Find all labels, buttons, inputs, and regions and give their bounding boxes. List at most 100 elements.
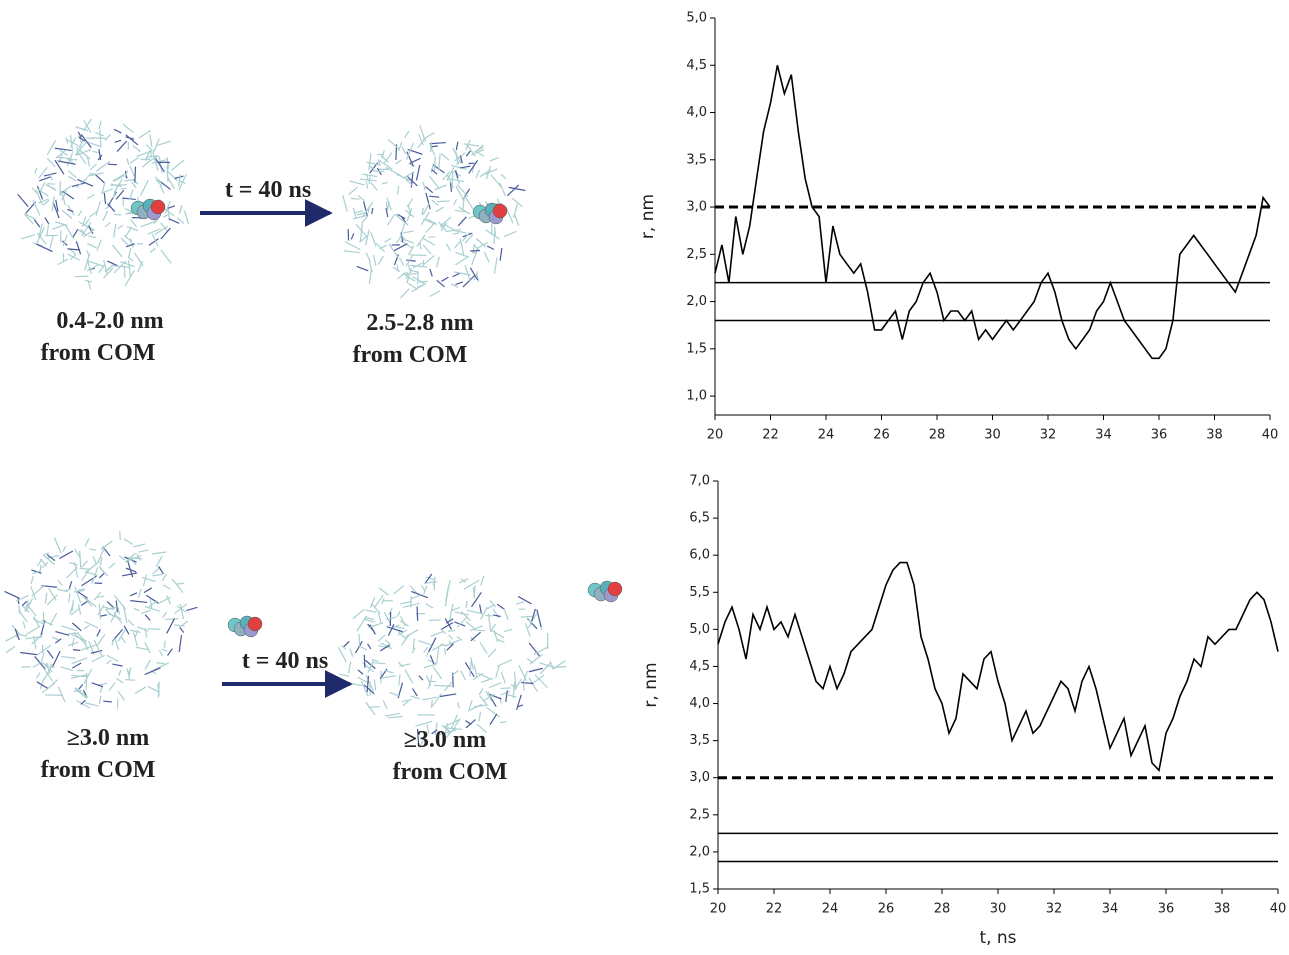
bond [22,667,31,668]
bond [180,627,184,632]
bond [153,663,169,670]
bond [19,610,28,622]
bond [339,674,349,676]
y-tick-label: 4,5 [689,659,710,674]
bond [385,713,400,716]
bond [114,129,121,133]
micelle [338,574,566,748]
bond [119,556,125,560]
bond [40,678,44,689]
x-tick-label: 22 [766,902,783,917]
bond [402,700,412,702]
bond [96,161,110,171]
bond [150,598,152,609]
bond [479,688,483,695]
bond [94,592,100,600]
bond [366,253,370,262]
bond [123,124,133,132]
bond [106,610,114,617]
bond [419,676,423,680]
bond [357,266,369,270]
bond [408,264,410,271]
bond [497,604,504,609]
bond [145,615,150,621]
bond [97,634,105,645]
y-tick-label: 2,5 [689,807,710,822]
bond [464,144,479,146]
y-tick-label: 1,0 [686,389,707,404]
bond [506,207,513,223]
bond [429,176,439,189]
bond [174,176,183,179]
bond [454,199,457,205]
bond [53,680,58,684]
bond [453,233,459,234]
y-axis-label: r, nm [641,662,661,707]
distance-label: from COM [393,759,508,785]
y-tick-label: 4,5 [686,58,707,73]
bond [156,556,162,567]
bond [474,630,485,631]
bond [107,655,118,661]
x-tick-label: 24 [822,902,839,917]
bond [357,616,367,631]
x-tick-label: 20 [710,902,727,917]
bond [82,561,88,567]
bond [421,585,425,592]
bond [458,217,466,226]
atom [151,200,165,214]
bond [524,684,525,690]
bond [65,589,71,591]
bond [366,618,374,620]
bond [426,604,434,608]
bond [410,595,420,599]
bond [519,665,527,680]
bond [464,580,479,589]
bond [140,180,148,196]
bond [439,154,440,171]
bond [92,151,99,152]
bond [432,694,441,707]
bond [355,211,363,213]
bond [441,154,449,160]
bond [32,634,44,644]
bond [358,195,364,200]
bond [412,689,417,696]
bond [480,170,491,177]
bond [406,260,415,261]
bond [87,243,96,248]
x-tick-label: 32 [1046,902,1063,917]
bond [382,182,388,183]
bond [388,215,395,225]
bond [400,602,411,605]
bond [138,261,143,272]
bond [165,619,178,620]
bond [126,135,138,145]
bond [490,714,497,725]
bond [350,649,353,657]
atom [608,582,622,596]
bond [159,650,162,655]
guest-molecule [588,581,622,602]
bond [86,673,87,690]
bond [424,647,428,652]
bond [104,193,105,204]
bond [416,165,419,180]
bond [98,683,107,685]
bond [430,143,446,144]
bond [405,670,413,684]
x-tick-label: 30 [990,902,1007,917]
bond [529,668,543,671]
y-tick-label: 2,5 [686,247,707,262]
bond [130,601,147,603]
bond [338,647,346,662]
bond [493,615,501,617]
bond [516,602,524,604]
bond [509,187,526,190]
bond [378,635,385,641]
bond [117,141,127,152]
bond [371,182,378,190]
bond [49,588,56,600]
bond [58,259,68,265]
bond [471,632,481,641]
